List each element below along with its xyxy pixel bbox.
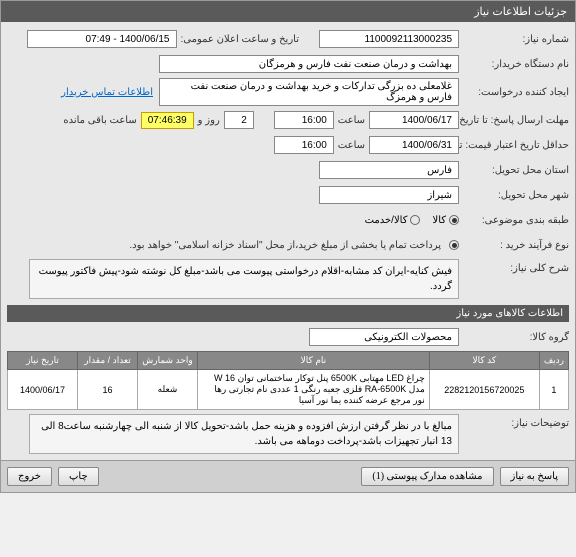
province-value: فارس bbox=[319, 161, 459, 179]
th-row: ردیف bbox=[539, 352, 568, 370]
cell-date: 1400/06/17 bbox=[8, 370, 78, 410]
cell-unit: شعله bbox=[138, 370, 198, 410]
panel-content: شماره نیاز: 1100092113000235 تاریخ و ساع… bbox=[1, 22, 575, 460]
panel-title: جزئیات اطلاعات نیاز bbox=[474, 6, 567, 18]
price-validity-label: حداقل تاریخ اعتبار قیمت: تا تاریخ: bbox=[459, 140, 569, 151]
th-date: تاریخ نیاز bbox=[8, 352, 78, 370]
cell-idx: 1 bbox=[539, 370, 568, 410]
radio-goods-label: کالا bbox=[432, 215, 446, 226]
process-label: نوع فرآیند خرید : bbox=[459, 240, 569, 251]
th-qty: تعداد / مقدار bbox=[78, 352, 138, 370]
announce-label: تاریخ و ساعت اعلان عمومی: bbox=[181, 34, 300, 45]
category-label: طبقه بندی موضوعی: bbox=[459, 215, 569, 226]
time-label-2: ساعت bbox=[338, 140, 365, 151]
process-radio bbox=[449, 240, 459, 250]
number-value: 1100092113000235 bbox=[319, 30, 459, 48]
attachments-button[interactable]: مشاهده مدارک پیوستی (1) bbox=[361, 467, 493, 486]
days-value: 2 bbox=[224, 111, 254, 129]
radio-goods[interactable]: کالا bbox=[432, 215, 459, 226]
details-panel: جزئیات اطلاعات نیاز شماره نیاز: 11000921… bbox=[0, 0, 576, 493]
table-row[interactable]: 1 2282120156720025 چراغ LED مهتابی 6500K… bbox=[8, 370, 569, 410]
th-name: نام کالا bbox=[198, 352, 430, 370]
cell-name: چراغ LED مهتابی 6500K پنل توکار ساختمانی… bbox=[198, 370, 430, 410]
group-value: محصولات الکترونیکی bbox=[309, 328, 459, 346]
desc-value: فیش کنایه-ایران کد مشابه-اقلام درخواستی … bbox=[29, 259, 459, 299]
panel-header: جزئیات اطلاعات نیاز bbox=[1, 1, 575, 22]
price-time: 16:00 bbox=[274, 136, 334, 154]
radio-dot-checked-icon-2 bbox=[449, 240, 459, 250]
th-code: کد کالا bbox=[429, 352, 539, 370]
creator-label: ایجاد کننده درخواست: bbox=[459, 87, 569, 98]
close-button[interactable]: خروج bbox=[7, 467, 52, 486]
respond-button[interactable]: پاسخ به نیاز bbox=[500, 467, 570, 486]
time-label-1: ساعت bbox=[338, 115, 365, 126]
th-unit: واحد شمارش bbox=[138, 352, 198, 370]
number-label: شماره نیاز: bbox=[459, 34, 569, 45]
process-note: پرداخت تمام یا بخشی از مبلغ خرید،از محل … bbox=[129, 240, 441, 251]
creator-value: غلامعلی ده بزرگی تدارکات و خرید بهداشت و… bbox=[159, 78, 459, 106]
explain-value: مبالغ با در نظر گرفتن ارزش افزوده و هزین… bbox=[29, 414, 459, 454]
deadline-date: 1400/06/17 bbox=[369, 111, 459, 129]
city-label: شهر محل تحویل: bbox=[459, 190, 569, 201]
cell-code: 2282120156720025 bbox=[429, 370, 539, 410]
footer-bar: پاسخ به نیاز مشاهده مدارک پیوستی (1) چاپ… bbox=[1, 460, 575, 492]
countdown-timer: 07:46:39 bbox=[141, 112, 194, 129]
print-button[interactable]: چاپ bbox=[58, 467, 99, 486]
desc-label: شرح کلی نیاز: bbox=[459, 259, 569, 274]
radio-process[interactable] bbox=[449, 240, 459, 250]
items-header: اطلاعات کالاهای مورد نیاز bbox=[7, 305, 569, 322]
explain-label: توضیحات نیاز: bbox=[459, 414, 569, 454]
radio-dot-checked-icon bbox=[449, 215, 459, 225]
deadline-time: 16:00 bbox=[274, 111, 334, 129]
price-date: 1400/06/31 bbox=[369, 136, 459, 154]
radio-dot-icon bbox=[410, 215, 420, 225]
city-value: شیراز bbox=[319, 186, 459, 204]
cell-qty: 16 bbox=[78, 370, 138, 410]
items-section: اطلاعات کالاهای مورد نیاز گروه کالا: محص… bbox=[7, 305, 569, 454]
remaining-label: ساعت باقی مانده bbox=[63, 115, 136, 126]
device-value: بهداشت و درمان صنعت نفت فارس و هرمزگان bbox=[159, 55, 459, 73]
days-label: روز و bbox=[198, 115, 220, 126]
announce-value: 1400/06/15 - 07:49 bbox=[27, 30, 177, 48]
items-table: ردیف کد کالا نام کالا واحد شمارش تعداد /… bbox=[7, 351, 569, 410]
radio-service[interactable]: کالا/خدمت bbox=[365, 215, 421, 226]
radio-service-label: کالا/خدمت bbox=[365, 215, 408, 226]
contact-link[interactable]: اطلاعات تماس خریدار bbox=[61, 87, 153, 98]
group-label: گروه کالا: bbox=[459, 332, 569, 343]
category-radios: کالا کالا/خدمت bbox=[365, 215, 459, 226]
device-label: نام دستگاه خریدار: bbox=[459, 59, 569, 70]
province-label: استان محل تحویل: bbox=[459, 165, 569, 176]
deadline-label: مهلت ارسال پاسخ: تا تاریخ: bbox=[459, 115, 569, 126]
